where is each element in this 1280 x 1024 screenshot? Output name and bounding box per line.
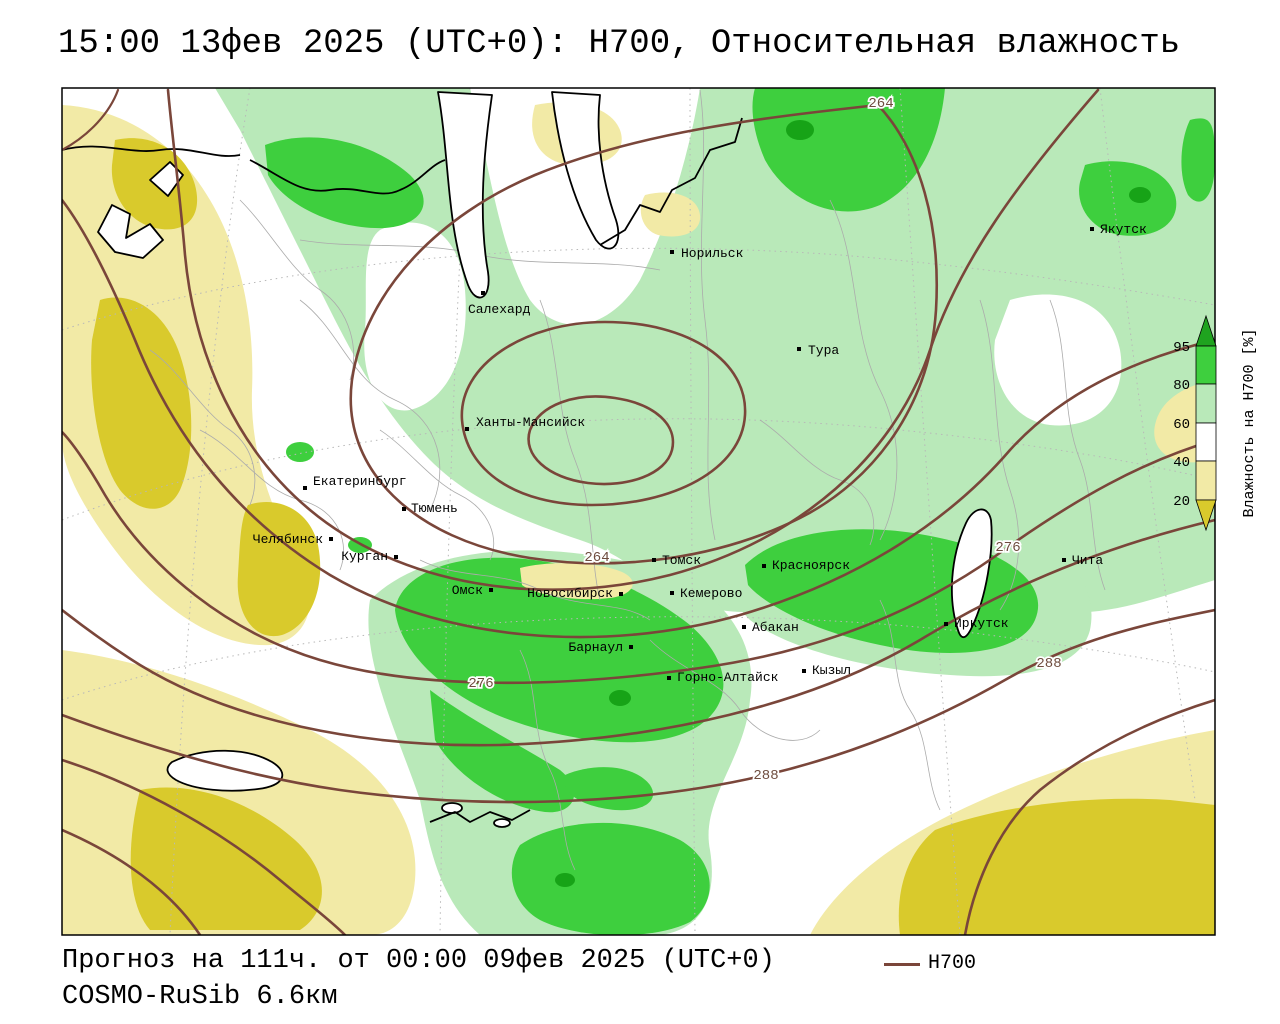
h700-legend: H700 [884,952,976,975]
city-marker: Томск [652,553,701,568]
humidity-colorbar: 95 80 60 40 20 Влажность на H700 [%] [1173,314,1258,532]
colorbar-segment-60-80 [1195,383,1217,424]
city-label: Ханты-Мансийск [476,415,585,430]
city-dot [944,622,948,626]
h700-legend-line-icon [884,962,920,966]
city-marker: Тура [797,343,839,358]
city-label: Норильск [681,246,744,261]
city-marker: Ханты-Мансийск [465,415,585,431]
city-label: Тура [808,343,839,358]
city-dot [670,250,674,254]
city-marker: Омск [452,583,493,598]
city-label: Кызыл [812,663,851,678]
city-label: Иркутск [954,616,1009,631]
contour-value-label: 288 [753,768,778,784]
city-dot [329,537,333,541]
city-label: Чита [1072,553,1103,568]
contour-value-label: 264 [584,550,609,566]
city-marker: Курган [341,549,398,564]
colorbar-axis-label: Влажность на H700 [%] [1241,328,1258,517]
city-dot [394,555,398,559]
city-dot [402,507,406,511]
forecast-info: Прогноз на 111ч. от 00:00 09фев 2025 (UT… [62,946,775,976]
city-dot [670,591,674,595]
h700-contour-lines [62,88,1215,935]
city-marker: Чита [1062,553,1103,568]
city-dot [1090,227,1094,231]
city-marker: Горно-Алтайск [667,670,779,685]
city-marker: Иркутск [944,616,1009,631]
colorbar-tick: 95 [1173,340,1190,356]
city-label: Тюмень [411,501,458,516]
city-label: Челябинск [253,532,323,547]
contour-labels: 264 264 276 276 288 288 [467,94,1064,786]
model-info: COSMO-RuSib 6.6км [62,982,338,1012]
city-dot [629,645,633,649]
city-dot [652,558,656,562]
colorbar-ticks: 95 80 60 40 20 [1173,340,1190,510]
colorbar-segment-20-40 [1195,460,1217,501]
city-dot [303,486,307,490]
city-dot [797,347,801,351]
colorbar-tick: 80 [1173,378,1190,394]
contour-value-label: 276 [995,540,1020,556]
colorbar-tick: 60 [1173,417,1190,433]
city-label: Курган [341,549,388,564]
city-dot [619,592,623,596]
city-dot [762,564,766,568]
city-dot [1062,558,1066,562]
graticule-lines [62,88,1215,935]
colorbar-arrow-down [1195,499,1217,532]
colorbar-segment-80-95 [1195,345,1217,385]
city-marker: Кемерово [670,586,742,601]
city-marker: Кызыл [802,663,851,678]
city-label: Салехард [468,302,531,317]
city-dot [742,625,746,629]
city-marker: Тюмень [402,501,458,516]
city-label: Новосибирск [527,586,613,601]
colorbar-segment-40-60 [1195,422,1217,462]
admin-boundaries [149,89,1106,871]
city-dot [465,427,469,431]
map-frame [61,87,1216,936]
city-label: Томск [662,553,701,568]
contour-value-label: 288 [1036,656,1061,672]
city-marker: Салехард [468,291,531,317]
city-label: Омск [452,583,483,598]
colorbar-tick: 40 [1173,455,1190,471]
city-label: Горно-Алтайск [677,670,779,685]
city-marker: Челябинск [253,532,333,547]
city-markers: Норильск Салехард Тура Якутск Ханты-Мансийск… [253,222,1147,685]
city-label: Красноярск [772,558,850,573]
city-label: Абакан [752,620,799,635]
h700-legend-label: H700 [928,952,977,975]
city-marker: Екатеринбург [303,474,407,490]
contour-value-label: 264 [868,96,893,112]
city-dot [481,291,485,295]
city-dot [489,588,493,592]
city-label: Кемерово [680,586,742,601]
map-body: 264 264 276 276 288 288 Норильск Салехард Тура Я… [62,88,1215,935]
city-marker: Норильск [670,246,744,261]
city-marker: Абакан [742,620,799,635]
contour-value-label: 276 [468,676,493,692]
city-marker: Якутск [1090,222,1147,237]
colorbar-tick: 20 [1173,494,1190,510]
city-marker: Красноярск [762,558,850,573]
city-label: Барнаул [568,640,623,655]
page-title: 15:00 13фев 2025 (UTC+0): H700, Относите… [58,25,1181,63]
city-dot [802,669,806,673]
city-dot [667,676,671,680]
city-label: Екатеринбург [313,474,407,489]
city-marker: Барнаул [568,640,633,655]
city-marker: Новосибирск [527,586,623,601]
city-label: Якутск [1100,222,1147,237]
